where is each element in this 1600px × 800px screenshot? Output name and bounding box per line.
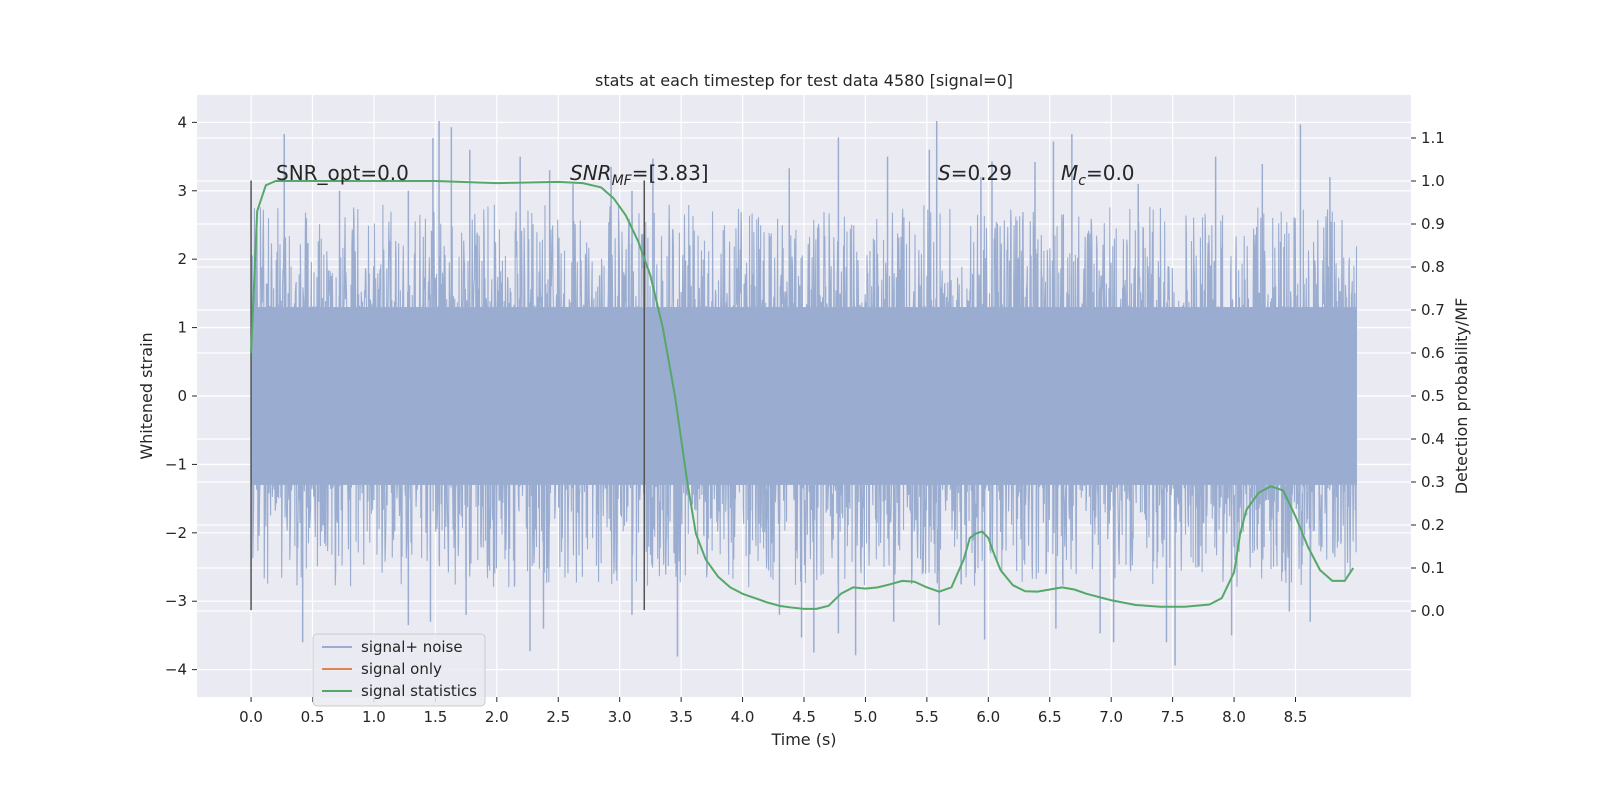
y-tick-label-right: 0.2 [1421,516,1445,534]
signal-noise-series [250,120,1358,666]
y-tick-label-right: 0.3 [1421,473,1445,491]
x-axis-label: Time (s) [770,730,836,749]
x-tick-label: 3.5 [669,708,693,726]
vertical-markers [250,180,646,611]
legend-label-signal-only: signal only [361,660,442,678]
signal-statistics-series [250,180,1355,610]
y-tick-label-left: 1 [177,319,187,337]
y-tick-label-left: −4 [165,661,187,679]
annotation-snr-mf-sub: MF [612,173,633,189]
annotation-snr-mf-main: SNR [570,161,612,185]
y-tick-label-right: 0.1 [1421,559,1445,577]
legend-label-signal-noise: signal+ noise [361,638,463,656]
y-tick-label-left: 3 [177,182,187,200]
x-tick-label: 1.5 [423,708,447,726]
y-tick-label-right: 0.0 [1421,602,1445,620]
x-tick-label: 8.0 [1222,708,1246,726]
chart-title: stats at each timestep for test data 458… [595,71,1013,90]
annotation-s-value: =0.29 [951,161,1012,185]
y-tick-label-left: 4 [177,113,187,131]
y-tick-label-right: 0.7 [1421,301,1445,319]
x-tick-label: 5.5 [915,708,939,726]
x-tick-label: 8.5 [1284,708,1308,726]
y-tick-label-right: 1.1 [1421,129,1445,147]
annotation-snr-mf: SNRMF=[3.83] [570,161,709,189]
y-tick-label-right: 0.6 [1421,344,1445,362]
legend-box [312,633,486,707]
y-tick-label-left: −1 [165,455,187,473]
y-tick-label-right: 0.5 [1421,387,1445,405]
annotation-mc-value: =0.0 [1086,161,1135,185]
y-tick-label-right: 0.9 [1421,215,1445,233]
x-tick-label: 1.0 [362,708,386,726]
annotation-mc: Mc=0.0 [1061,161,1135,189]
annotation-snr-mf-value: =[3.83] [632,161,709,185]
annotation-mc-sub: c [1078,173,1086,189]
x-tick-label: 7.0 [1099,708,1123,726]
x-tick-label: 6.0 [976,708,1000,726]
y-tick-label-left: −2 [165,524,187,542]
axis-ticks: 0.0 0.5 1.0 1.5 2.0 2.5 3.0 3.5 4.0 4.5 5.0 5.5 6.0 6… [165,113,1445,726]
annotation-snr-opt: SNR_opt=0.0 [276,161,409,185]
x-tick-label: 3.0 [608,708,632,726]
x-tick-label: 2.0 [485,708,509,726]
annotation-s: S=0.29 [938,161,1012,185]
y-tick-label-left: −3 [165,592,187,610]
y-tick-label-right: 0.4 [1421,430,1445,448]
x-tick-label: 6.5 [1038,708,1062,726]
legend: signal+ noise signal only signal statist… [312,633,486,707]
x-tick-label: 0.5 [301,708,325,726]
y-tick-label-right: 0.8 [1421,258,1445,276]
x-tick-label: 5.0 [854,708,878,726]
x-tick-label: 2.5 [546,708,570,726]
y-tick-label-left: 2 [177,250,187,268]
x-tick-label: 4.0 [731,708,755,726]
x-tick-label: 7.5 [1161,708,1185,726]
y-axis-label-left: Whitened strain [137,332,156,459]
y-tick-label-right: 1.0 [1421,172,1445,190]
x-tick-label: 0.0 [239,708,263,726]
y-axis-label-right: Detection probability/MF [1452,298,1471,495]
noise-trace [250,204,1358,588]
y-tick-label-left: 0 [177,387,187,405]
annotation-s-var: S [938,161,951,185]
annotation-mc-var: M [1061,161,1078,185]
legend-label-signal-statistics: signal statistics [361,682,477,700]
x-tick-label: 4.5 [792,708,816,726]
signal-statistics-line [250,180,1355,610]
